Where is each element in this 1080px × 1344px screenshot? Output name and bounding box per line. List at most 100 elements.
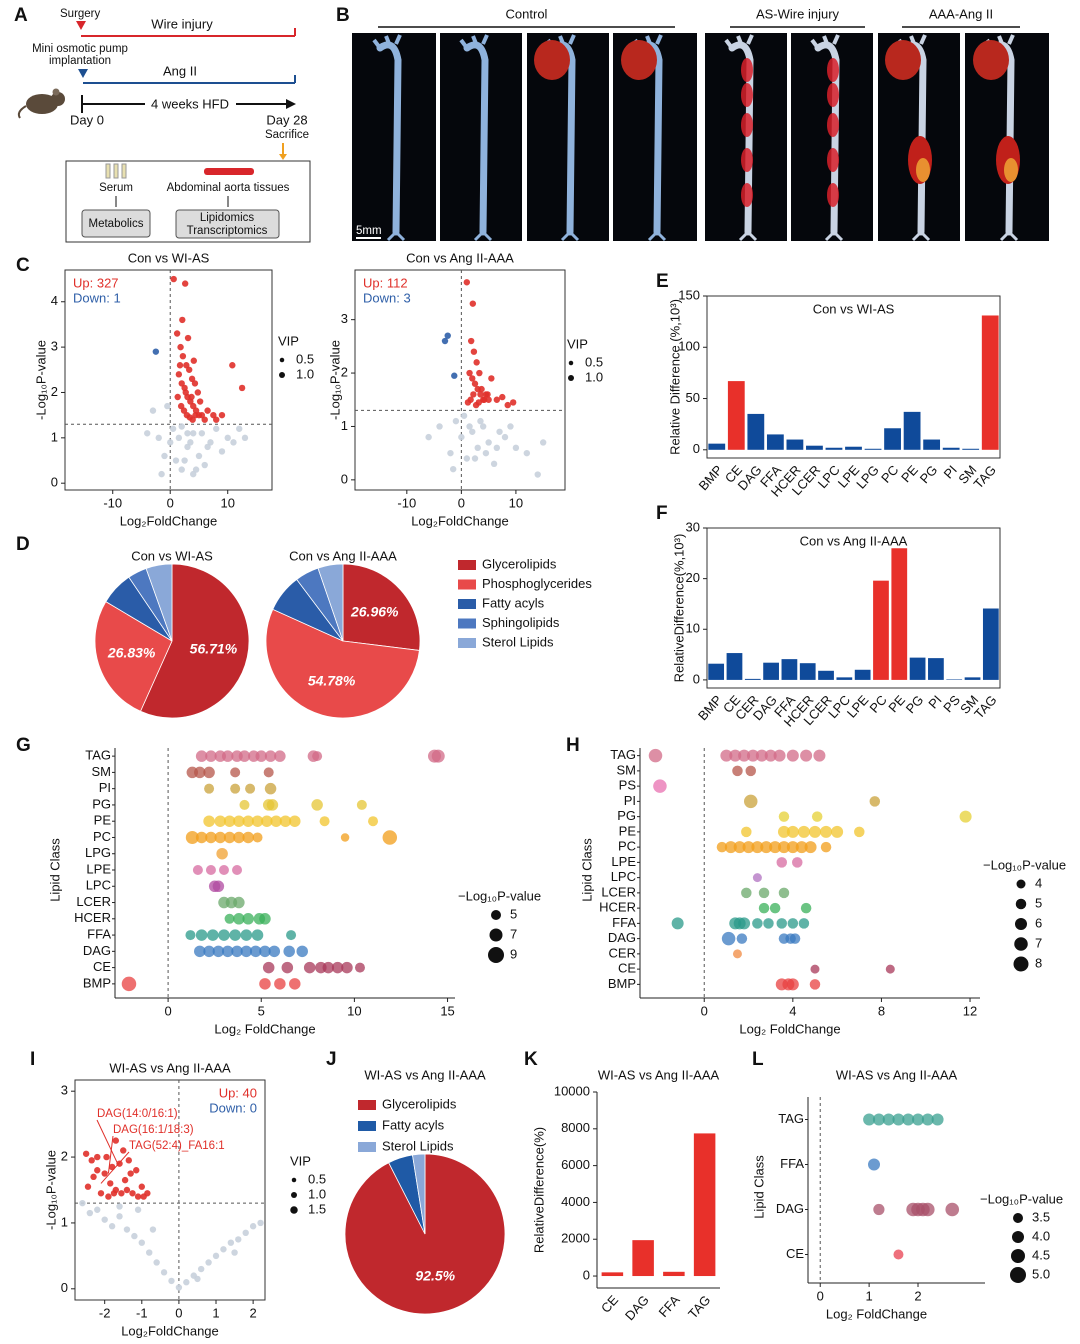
- kidney: [621, 40, 657, 80]
- data-point: [496, 428, 503, 435]
- data-point: [777, 825, 790, 838]
- size-legend-label: 1.5: [308, 1201, 326, 1216]
- data-point: [245, 783, 256, 794]
- data-point: [800, 749, 813, 762]
- data-point: [368, 816, 379, 827]
- legend-label: Fatty acyls: [482, 595, 545, 610]
- data-point: [920, 1202, 935, 1217]
- data-point: [185, 830, 199, 844]
- aorta-branch: [810, 34, 840, 50]
- y-tick-label: LCER: [76, 894, 111, 909]
- data-point: [205, 750, 217, 762]
- annotation: Up: 112: [363, 275, 408, 290]
- size-legend-mark: [290, 1206, 298, 1214]
- data-point: [259, 978, 271, 990]
- data-point: [239, 799, 250, 810]
- bar: [663, 1271, 685, 1277]
- wire-injury-label: Wire injury: [151, 16, 213, 31]
- lesion: [741, 58, 753, 82]
- data-point: [129, 1190, 136, 1197]
- data-point: [173, 330, 181, 337]
- aorta-branch: [824, 230, 844, 242]
- y-tick-label: CE: [786, 1246, 804, 1261]
- x-axis-label: Log₂ FoldChange: [214, 1021, 315, 1036]
- x-tick-label: TAG: [971, 462, 999, 491]
- data-point: [178, 466, 185, 473]
- data-point: [110, 1190, 118, 1197]
- data-point: [743, 794, 758, 809]
- bar: [601, 1272, 624, 1277]
- data-point: [789, 933, 801, 944]
- data-point: [204, 783, 215, 794]
- mouse-icon: [17, 88, 65, 119]
- data-point: [428, 749, 442, 763]
- photo-panel: 5mm Control AS-Wire injury AAA-Ang II: [352, 6, 1049, 242]
- data-point: [264, 782, 277, 795]
- data-point: [180, 407, 188, 414]
- y-tick-label: LPE: [611, 854, 636, 869]
- y-tick-label: 6000: [561, 1157, 590, 1172]
- pump-label: implantation: [49, 55, 111, 67]
- transcriptomics-label: Transcriptomics: [187, 225, 268, 237]
- size-legend-mark: [1010, 1267, 1026, 1283]
- data-point: [820, 841, 832, 853]
- lesion: [827, 148, 839, 172]
- data-point: [116, 1203, 123, 1210]
- data-point: [221, 945, 234, 958]
- data-point: [893, 1249, 904, 1260]
- data-point: [311, 799, 323, 811]
- data-point: [242, 1229, 249, 1237]
- size-legend-label: 7: [510, 926, 517, 941]
- chart-title: Con vs WI-AS: [131, 548, 213, 563]
- size-legend-mark: [291, 1177, 297, 1183]
- y-tick-label: 1: [341, 418, 348, 433]
- size-legend-mark: [1012, 1231, 1024, 1243]
- data-point: [127, 1170, 134, 1177]
- y-tick-label: 0: [583, 1267, 590, 1282]
- size-legend-label: 0.5: [585, 354, 603, 369]
- y-tick-label: 1: [51, 429, 58, 444]
- data-point: [742, 841, 755, 854]
- plot-frame: [74, 1079, 266, 1301]
- data-point: [133, 1167, 140, 1174]
- data-point: [869, 796, 881, 807]
- pump-label: Mini osmotic pump: [32, 43, 128, 55]
- data-point: [149, 1226, 157, 1233]
- y-tick-label: DAG: [608, 930, 636, 945]
- bar: [982, 608, 999, 680]
- size-legend-mark: [279, 357, 285, 363]
- y-axis-label: Lipid Class: [579, 838, 594, 902]
- data-point: [809, 979, 821, 990]
- y-tick-label: PG: [92, 796, 111, 811]
- size-legend-mark: [1013, 956, 1029, 972]
- data-point: [134, 1206, 142, 1213]
- data-point: [175, 371, 183, 378]
- data-point: [312, 751, 323, 762]
- data-point: [86, 1209, 94, 1217]
- data-point: [179, 316, 186, 324]
- data-point: [786, 978, 799, 991]
- hfd-label: 4 weeks HFD: [151, 96, 229, 111]
- y-tick-label: 0: [61, 1280, 68, 1295]
- y-tick-label: 3: [61, 1083, 68, 1098]
- data-point: [475, 399, 483, 406]
- lesion: [741, 113, 753, 137]
- data-point: [477, 417, 484, 425]
- data-point: [183, 1279, 190, 1286]
- x-tick-label: 12: [963, 1003, 977, 1018]
- data-point: [721, 931, 736, 946]
- panel-label: L: [752, 1049, 764, 1070]
- data-point: [732, 949, 742, 959]
- y-tick-label: 2: [341, 364, 348, 379]
- data-point: [190, 357, 197, 364]
- data-point: [755, 749, 768, 762]
- bar: [891, 548, 908, 680]
- legend-label: Sterol Lipids: [482, 634, 554, 649]
- data-point: [469, 428, 476, 435]
- data-point: [463, 279, 471, 286]
- data-point: [213, 425, 220, 432]
- data-point: [945, 1202, 960, 1217]
- data-point: [493, 396, 501, 403]
- data-point: [758, 902, 770, 914]
- bar: [806, 445, 823, 450]
